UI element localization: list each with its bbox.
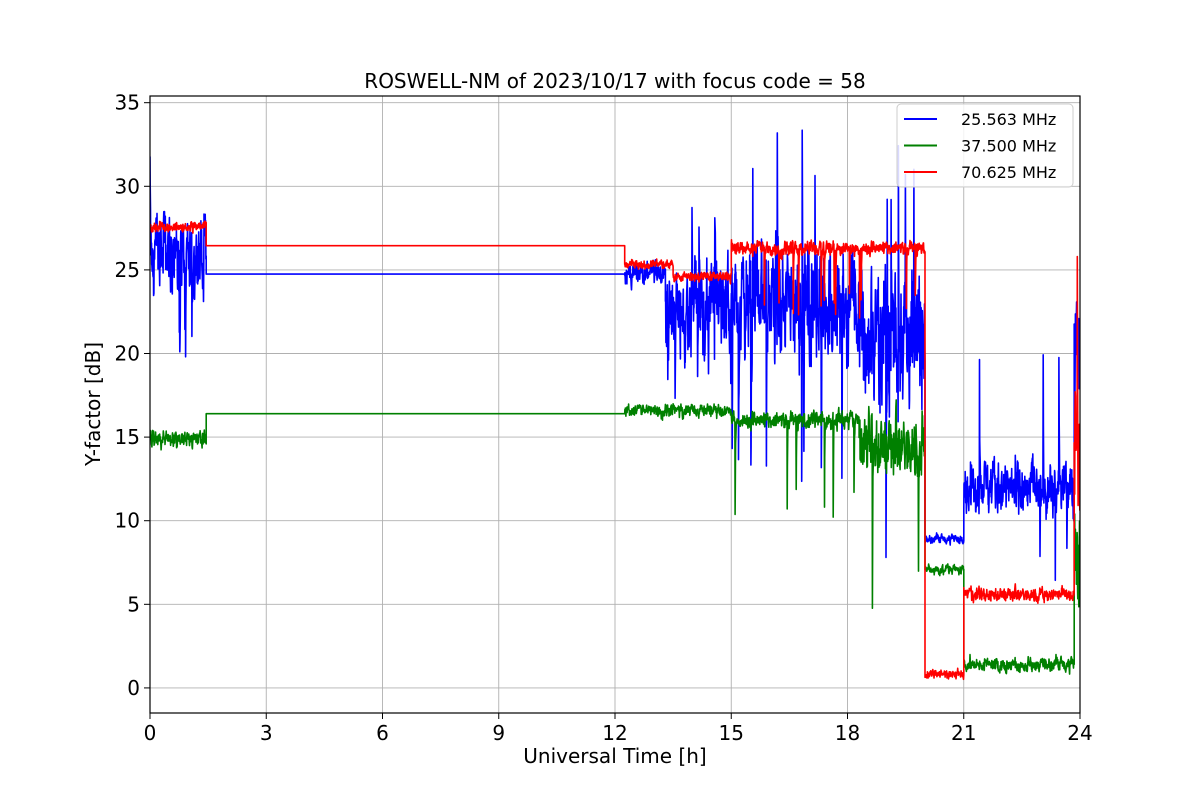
y-tick-label: 0 xyxy=(127,676,140,700)
x-tick-label: 3 xyxy=(260,721,273,745)
series-line-2 xyxy=(150,220,1080,681)
x-tick-label: 24 xyxy=(1067,721,1092,745)
x-tick-label: 12 xyxy=(602,721,627,745)
y-tick-label: 25 xyxy=(115,258,140,282)
x-tick-label: 18 xyxy=(835,721,860,745)
legend-box xyxy=(896,103,1074,188)
x-tick-label: 21 xyxy=(951,721,976,745)
legend: 25.563 MHz 37.500 MHz 70.625 MHz xyxy=(896,103,1074,188)
legend-label: 25.563 MHz xyxy=(961,110,1056,129)
y-tick-label: 20 xyxy=(115,342,140,366)
x-axis-label: Universal Time [h] xyxy=(523,744,706,768)
y-tick-label: 5 xyxy=(127,592,140,616)
y-tick-label: 35 xyxy=(115,91,140,115)
series-line-1 xyxy=(150,399,1080,675)
x-tick-label: 0 xyxy=(144,721,157,745)
legend-label: 70.625 MHz xyxy=(961,163,1056,182)
series-layer xyxy=(150,129,1080,681)
x-tick-label: 15 xyxy=(719,721,744,745)
x-tick-label: 6 xyxy=(376,721,389,745)
y-tick-label: 10 xyxy=(115,509,140,533)
x-tick-label: 9 xyxy=(492,721,505,745)
legend-label: 37.500 MHz xyxy=(961,137,1056,156)
y-axis: 0 5 10 15 20 25 30 35 xyxy=(115,91,150,700)
y-tick-label: 30 xyxy=(115,174,140,198)
chart-title: ROSWELL-NM of 2023/10/17 with focus code… xyxy=(364,69,865,93)
y-tick-label: 15 xyxy=(115,425,140,449)
y-axis-label: Y-factor [dB] xyxy=(81,342,105,467)
x-axis: 0 3 6 9 12 15 18 21 24 xyxy=(144,713,1093,745)
